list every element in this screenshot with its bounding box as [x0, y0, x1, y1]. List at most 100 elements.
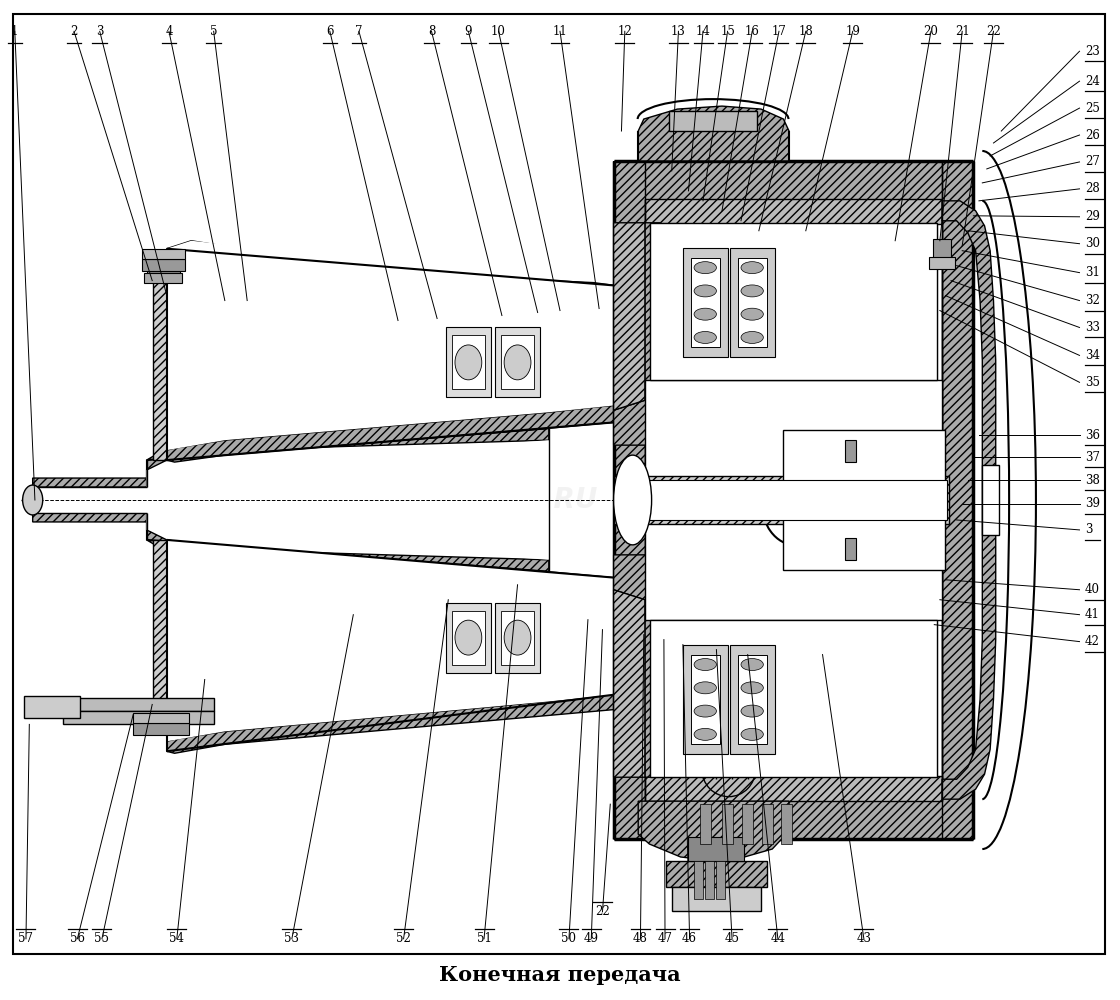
Bar [738, 258, 767, 347]
Text: 14: 14 [696, 25, 710, 38]
Polygon shape [614, 161, 973, 201]
Bar [614, 476, 949, 524]
Text: 52: 52 [396, 932, 411, 945]
Bar [717, 861, 726, 899]
Bar [844, 440, 856, 462]
Ellipse shape [504, 345, 531, 380]
Text: 32: 32 [1085, 294, 1100, 307]
Polygon shape [32, 513, 549, 572]
Polygon shape [614, 223, 694, 445]
Polygon shape [903, 620, 936, 777]
Bar [645, 380, 942, 620]
Ellipse shape [694, 682, 717, 694]
Ellipse shape [694, 728, 717, 740]
Polygon shape [614, 799, 973, 839]
Text: 13: 13 [671, 25, 685, 38]
Text: 39: 39 [1085, 497, 1100, 510]
Text: 54: 54 [169, 932, 185, 945]
Bar [451, 335, 485, 389]
Text: 10: 10 [491, 25, 506, 38]
Bar [446, 603, 491, 673]
Text: 28: 28 [1085, 182, 1100, 195]
Text: 6: 6 [326, 25, 334, 38]
Ellipse shape [694, 659, 717, 671]
Bar [691, 655, 720, 744]
Polygon shape [614, 161, 645, 839]
Text: 30: 30 [1085, 237, 1100, 250]
Text: 26: 26 [1085, 129, 1100, 142]
Bar [446, 327, 491, 397]
Text: 25: 25 [1085, 102, 1100, 115]
Text: 18: 18 [799, 25, 813, 38]
Ellipse shape [741, 659, 764, 671]
Polygon shape [651, 223, 684, 380]
Ellipse shape [741, 705, 764, 717]
Text: 17: 17 [772, 25, 786, 38]
Bar [501, 611, 534, 665]
Text: 50: 50 [561, 932, 577, 945]
Text: 57: 57 [18, 932, 34, 945]
Ellipse shape [614, 455, 652, 545]
Bar [982, 465, 999, 535]
Text: 3: 3 [1085, 523, 1093, 536]
Text: 33: 33 [1085, 321, 1100, 334]
Bar [63, 698, 214, 711]
Bar [700, 804, 711, 844]
Polygon shape [167, 540, 616, 751]
Text: 35: 35 [1085, 376, 1100, 389]
Bar [738, 655, 767, 744]
Ellipse shape [22, 485, 43, 515]
Text: 16: 16 [745, 25, 759, 38]
Bar [691, 258, 720, 347]
Polygon shape [32, 428, 549, 487]
Ellipse shape [694, 285, 717, 297]
Bar [133, 713, 189, 723]
Text: 56: 56 [69, 932, 85, 945]
Text: 24: 24 [1085, 75, 1100, 88]
Text: 53: 53 [284, 932, 299, 945]
Text: 45: 45 [725, 932, 739, 945]
Text: 8: 8 [428, 25, 436, 38]
Ellipse shape [741, 308, 764, 320]
Bar [672, 887, 762, 911]
Bar [844, 538, 856, 560]
Bar [933, 239, 951, 261]
Bar [24, 696, 80, 718]
Text: 36: 36 [1085, 429, 1100, 442]
Text: 20: 20 [924, 25, 939, 38]
Text: 51: 51 [477, 932, 492, 945]
Text: 15: 15 [720, 25, 735, 38]
Bar [706, 861, 715, 899]
Text: 41: 41 [1085, 608, 1100, 621]
Ellipse shape [741, 682, 764, 694]
Text: 49: 49 [584, 932, 599, 945]
Polygon shape [638, 106, 788, 161]
Text: 22: 22 [595, 905, 609, 918]
Polygon shape [651, 620, 684, 777]
Text: 46: 46 [682, 932, 697, 945]
Text: 9: 9 [465, 25, 473, 38]
Bar [763, 804, 774, 844]
Bar [651, 223, 936, 380]
Text: 22: 22 [986, 25, 1001, 38]
Bar [451, 611, 485, 665]
Polygon shape [614, 555, 694, 777]
Bar [147, 265, 180, 275]
Polygon shape [784, 430, 805, 570]
Text: 44: 44 [771, 932, 785, 945]
Ellipse shape [455, 345, 482, 380]
Ellipse shape [504, 620, 531, 655]
Bar [142, 249, 185, 259]
Text: 55: 55 [94, 932, 110, 945]
Text: 4: 4 [166, 25, 172, 38]
Bar [495, 327, 540, 397]
Bar [784, 430, 945, 570]
Polygon shape [153, 540, 171, 719]
Bar [694, 861, 703, 899]
Bar [670, 111, 757, 131]
Text: 5: 5 [209, 25, 217, 38]
Polygon shape [167, 241, 616, 460]
Polygon shape [923, 430, 945, 570]
Polygon shape [645, 199, 942, 224]
Text: .RU: .RU [778, 486, 833, 514]
